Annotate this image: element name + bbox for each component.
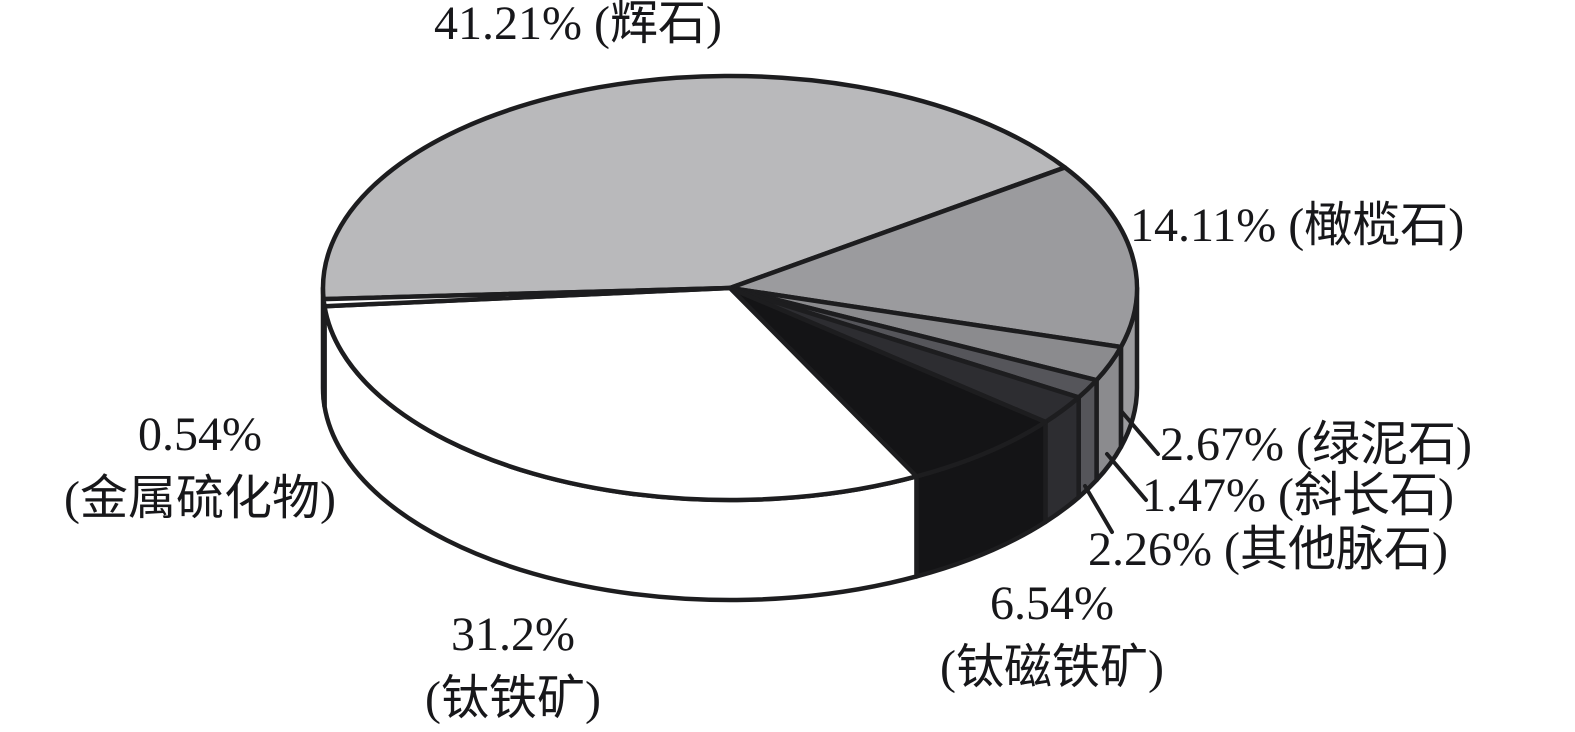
slice-label-chlorite: 2.67% (绿泥石) — [1160, 417, 1472, 473]
slice-label-pyroxene: 41.21% (辉石) — [434, 0, 722, 52]
slice-label-line: 6.54% — [990, 577, 1114, 630]
slice-label-line: (钛铁矿) — [425, 672, 601, 725]
leader-line-chlorite — [1120, 410, 1160, 456]
slice-label-other-gangue: 2.26% (其他脉石) — [1088, 522, 1448, 578]
pie-slice-metal-sulfide — [321, 285, 733, 309]
leader-line-other-gangue — [1083, 484, 1114, 534]
slice-label-line: 1.47% (斜长石) — [1142, 469, 1454, 522]
slice-label-line: 41.21% (辉石) — [434, 0, 722, 50]
pie-slice-pyroxene — [320, 73, 1068, 302]
slice-label-titanomagnetite: 6.54% (钛磁铁矿) — [940, 572, 1164, 700]
pie-slice-titanomagnetite — [727, 285, 1048, 479]
slice-label-plagioclase: 1.47% (斜长石) — [1142, 468, 1454, 524]
slice-label-metal-sulfide: 0.54% (金属硫化物) — [64, 403, 336, 531]
slice-label-ilmenite: 31.2% (钛铁矿) — [425, 603, 601, 731]
pie-slice-ilmenite — [322, 285, 919, 503]
slice-label-line: 2.26% (其他脉石) — [1088, 523, 1448, 576]
slice-label-line: (金属硫化物) — [64, 472, 336, 525]
slice-label-line: 0.54% — [138, 408, 262, 461]
leader-line-plagioclase — [1105, 452, 1148, 502]
slice-label-line: (钛磁铁矿) — [940, 641, 1164, 694]
slice-label-line: 31.2% — [451, 608, 575, 661]
slice-label-line: 2.67% (绿泥石) — [1160, 418, 1472, 471]
slice-label-line: 14.11% (橄榄石) — [1130, 199, 1465, 252]
slice-label-olivine: 14.11% (橄榄石) — [1130, 198, 1464, 254]
